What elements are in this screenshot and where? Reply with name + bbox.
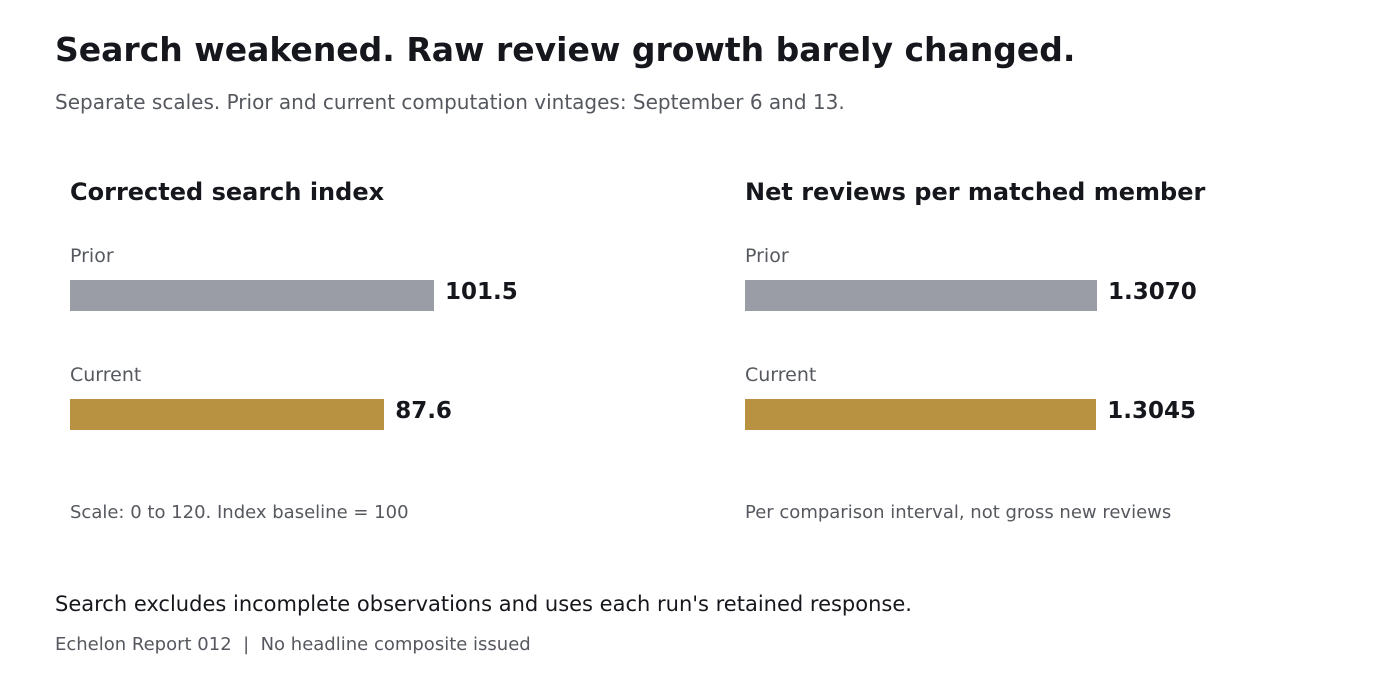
category-label-current: Current <box>745 364 817 386</box>
panel-title: Net reviews per matched member <box>745 178 1206 206</box>
category-label-prior: Prior <box>70 245 114 267</box>
page-title: Search weakened. Raw review growth barel… <box>55 30 1076 69</box>
net-reviews-panel: Net reviews per matched member Prior 1.3… <box>745 175 1345 535</box>
category-label-current: Current <box>70 364 142 386</box>
interval-note: Per comparison interval, not gross new r… <box>745 502 1172 523</box>
page-subtitle: Separate scales. Prior and current compu… <box>55 90 845 114</box>
bar-prior <box>70 280 434 311</box>
bar-prior <box>745 280 1097 311</box>
bar-current <box>745 399 1097 430</box>
source-line: Echelon Report 012 | No headline composi… <box>55 634 531 655</box>
value-label-prior: 1.3070 <box>1108 279 1197 305</box>
panel-title: Corrected search index <box>70 178 385 206</box>
footnote: Search excludes incomplete observations … <box>55 592 912 616</box>
bar-current <box>70 399 385 430</box>
scale-note: Scale: 0 to 120. Index baseline = 100 <box>70 502 409 523</box>
value-label-current: 1.3045 <box>1107 398 1197 424</box>
value-label-prior: 101.5 <box>445 279 518 305</box>
value-label-current: 87.6 <box>395 398 452 424</box>
category-label-prior: Prior <box>745 245 789 267</box>
search-index-panel: Corrected search index Prior 101.5 Curre… <box>70 175 670 535</box>
